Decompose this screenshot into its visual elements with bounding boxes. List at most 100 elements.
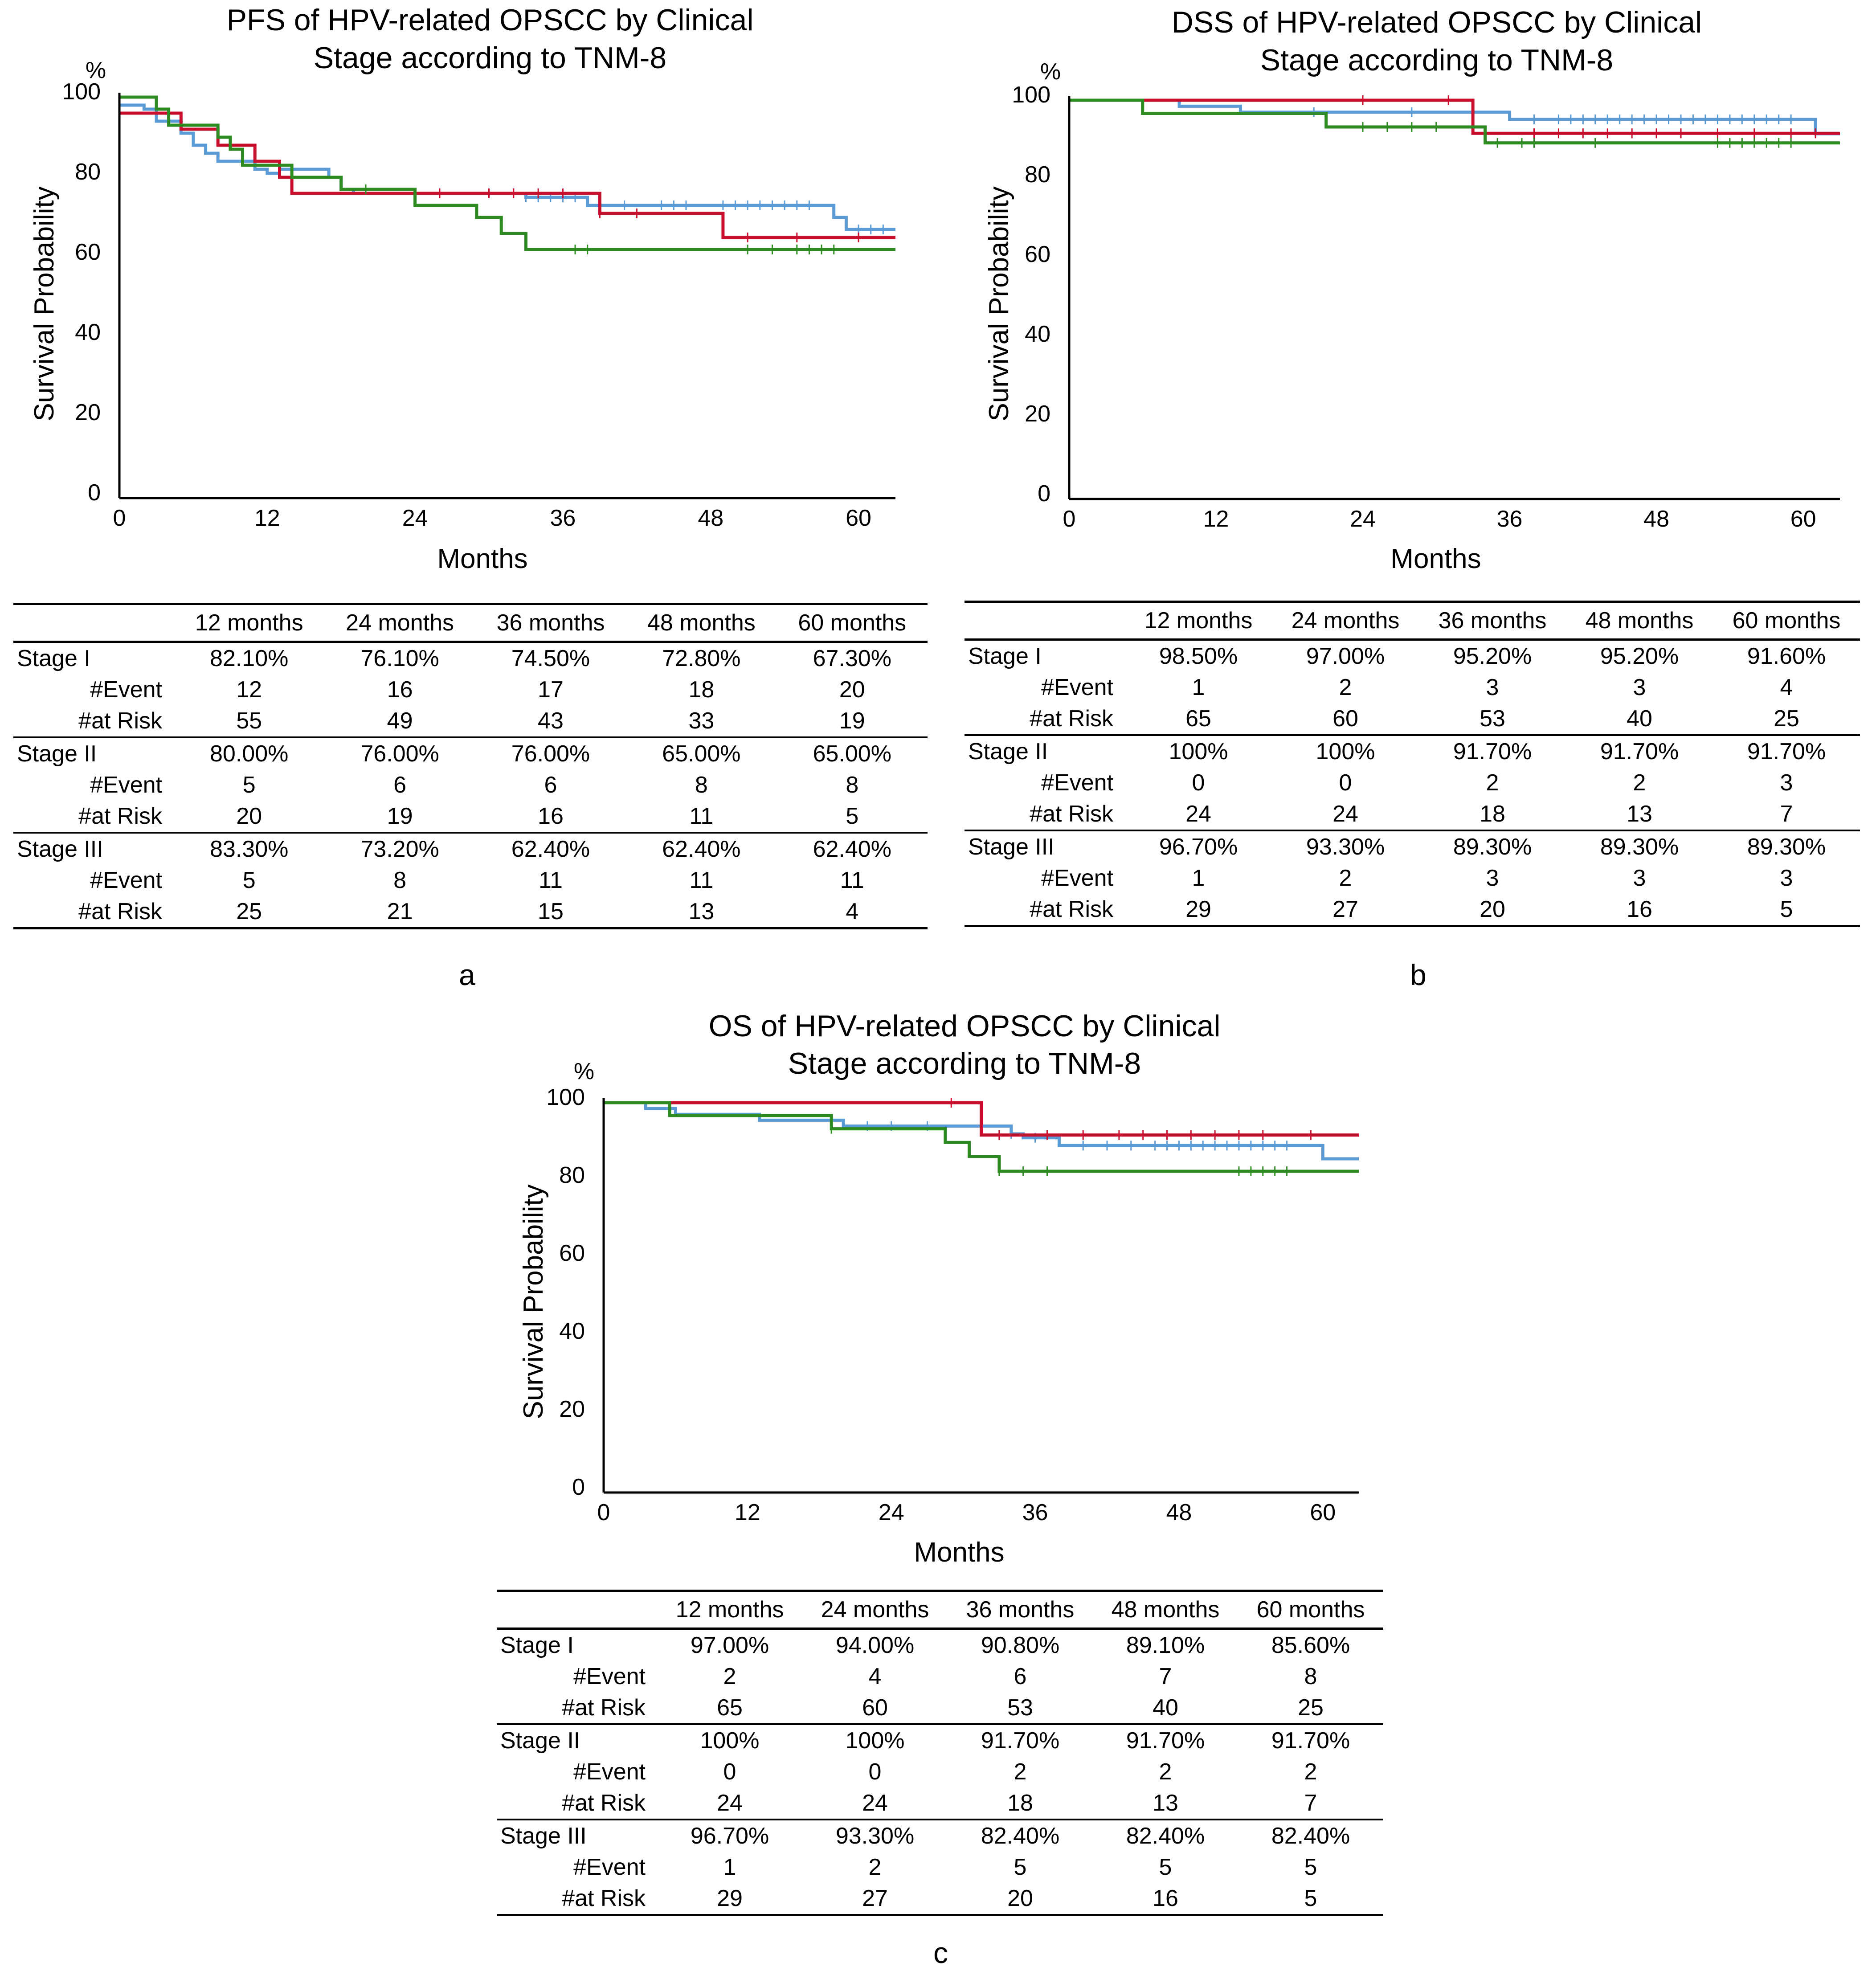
col-header: 12 months: [174, 603, 325, 643]
table-row: Stage I 98.50% 97.00% 95.20% 95.20% 91.6…: [965, 640, 1860, 672]
x-tick-label: 0: [113, 505, 126, 531]
row-label-events: #Event: [573, 1854, 646, 1880]
col-header: 60 months: [777, 603, 928, 643]
stage-i-curve: [1069, 98, 1840, 135]
events-cell: 12: [236, 677, 262, 703]
col-header: 24 months: [324, 603, 475, 643]
at-risk-cell: 20: [236, 803, 262, 829]
survival-cell: 82.40%: [1093, 1819, 1238, 1852]
at-risk-cell: 53: [1007, 1695, 1033, 1721]
y-tick-label: 100: [546, 1084, 585, 1110]
table-row: #Event 0 0 2 2 2: [497, 1756, 1383, 1787]
events-cell: 11: [689, 867, 714, 893]
events-cell: 2: [1339, 865, 1352, 891]
stage-ii-curve: [1069, 98, 1840, 135]
col-header: 36 months: [475, 603, 626, 643]
x-tick-label: 12: [1203, 506, 1229, 532]
row-label-events: #Event: [573, 1664, 646, 1689]
row-label-events: #Event: [90, 772, 162, 798]
events-cell: 8: [1304, 1664, 1317, 1689]
x-tick-label: 12: [254, 505, 280, 531]
y-unit-label: %: [1040, 59, 1061, 85]
table-row: Stage III 96.70% 93.30% 82.40% 82.40% 82…: [497, 1819, 1383, 1852]
risk-table-pfs: 12 months 24 months 36 months 48 months …: [13, 603, 928, 929]
survival-cell: 91.70%: [1238, 1723, 1383, 1756]
table-row: #Event 5 8 11 11 11: [13, 865, 928, 896]
survival-cell: 95.20%: [1600, 643, 1679, 669]
at-risk-cell: 27: [1272, 894, 1419, 927]
stage-label: Stage I: [968, 643, 1042, 669]
table-row: #at Risk 29 27 20 16 5: [497, 1883, 1383, 1916]
row-label-events: #Event: [573, 1759, 646, 1785]
at-risk-cell: 13: [1153, 1790, 1178, 1816]
table-row: Stage II 80.00% 76.00% 76.00% 65.00% 65.…: [13, 736, 928, 769]
events-cell: 0: [723, 1759, 736, 1785]
table-row: #at Risk 24 24 18 13 7: [497, 1787, 1383, 1820]
row-label-at-risk: #at Risk: [1030, 801, 1113, 827]
y-axis-label: Survival Probability: [984, 186, 1014, 421]
survival-cell: 100%: [802, 1723, 948, 1756]
events-cell: 3: [1633, 675, 1646, 700]
at-risk-cell: 4: [777, 896, 928, 929]
survival-cell: 76.00%: [324, 736, 475, 769]
survival-cell: 97.00%: [690, 1632, 769, 1658]
survival-cell: 91.70%: [1419, 734, 1566, 767]
row-label-at-risk: #at Risk: [562, 1695, 646, 1721]
at-risk-cell: 21: [324, 896, 475, 929]
row-label-at-risk: #at Risk: [13, 896, 174, 929]
table-row: #Event 12 16 17 18 20: [13, 674, 928, 705]
chart-title-line2: Stage according to TNM-8: [314, 41, 666, 75]
col-header: 60 months: [1238, 1590, 1383, 1630]
pfs-chart: PFS of HPV-related OPSCC by Clinical Sta…: [29, 3, 895, 574]
stage-iii-curve: [604, 1101, 1359, 1173]
x-tick-label: 36: [1497, 506, 1523, 532]
col-header: 48 months: [1093, 1590, 1238, 1630]
col-header: 12 months: [657, 1590, 802, 1630]
events-cell: 5: [1304, 1854, 1317, 1880]
at-risk-cell: 16: [1093, 1883, 1238, 1916]
table-row: #Event 1 2 5 5 5: [497, 1852, 1383, 1883]
at-risk-cell: 27: [802, 1883, 948, 1916]
survival-cell: 91.70%: [1093, 1723, 1238, 1756]
events-cell: 1: [723, 1854, 736, 1880]
at-risk-cell: 25: [174, 896, 325, 929]
at-risk-cell: 40: [1627, 706, 1652, 732]
survival-cell: 94.00%: [835, 1632, 915, 1658]
at-risk-cell: 16: [1566, 894, 1713, 927]
survival-curves: [1069, 95, 1840, 148]
survival-cell: 93.30%: [802, 1819, 948, 1852]
at-risk-cell: 53: [1480, 706, 1505, 732]
survival-cell: 89.30%: [1419, 830, 1566, 863]
events-cell: 8: [846, 772, 859, 798]
row-label-at-risk: #at Risk: [1030, 706, 1113, 732]
at-risk-cell: 15: [475, 896, 626, 929]
table-row: Stage II 100% 100% 91.70% 91.70% 91.70%: [965, 734, 1860, 767]
events-cell: 3: [1780, 865, 1793, 891]
at-risk-cell: 13: [626, 896, 777, 929]
col-header: 24 months: [1272, 601, 1419, 641]
survival-cell: 83.30%: [174, 832, 325, 865]
stage-i-curve: [604, 1101, 1359, 1161]
at-risk-cell: 29: [657, 1883, 802, 1916]
events-cell: 8: [393, 867, 407, 893]
survival-cell: 100%: [657, 1723, 802, 1756]
stage-iii-curve: [1069, 98, 1840, 145]
stage-label: Stage III: [497, 1819, 657, 1852]
x-tick-label: 12: [735, 1500, 760, 1525]
x-tick-label: 36: [550, 505, 576, 531]
x-tick-label: 48: [698, 505, 723, 531]
at-risk-cell: 24: [1332, 801, 1358, 827]
x-tick-label: 60: [846, 505, 871, 531]
table-row: #at Risk 25 21 15 13 4: [13, 896, 928, 929]
y-unit-label: %: [574, 1059, 594, 1084]
survival-cell: 91.60%: [1747, 643, 1826, 669]
events-cell: 4: [1780, 675, 1793, 700]
corner-cell: [497, 1590, 657, 1630]
stage-label: Stage III: [13, 832, 174, 865]
row-label-at-risk: #at Risk: [965, 894, 1125, 927]
at-risk-cell: 11: [689, 803, 714, 829]
row-label-events: #Event: [90, 867, 162, 893]
y-tick-label: 100: [1012, 82, 1050, 108]
y-axis-label: Survival Probability: [29, 186, 60, 421]
table-row: #Event 1 2 3 3 3: [965, 863, 1860, 894]
